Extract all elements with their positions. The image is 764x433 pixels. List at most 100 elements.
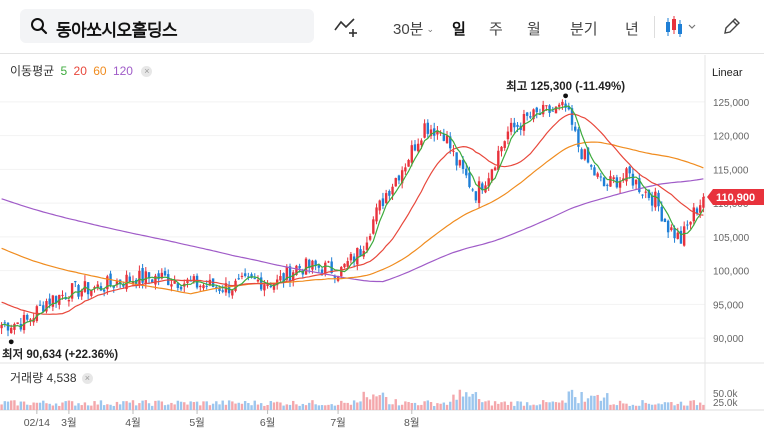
candle-body — [673, 227, 676, 239]
volume-bar — [692, 400, 695, 410]
volume-bar — [67, 400, 71, 410]
candle-body — [275, 279, 279, 286]
candle-body — [599, 176, 603, 178]
candle-body — [298, 265, 301, 269]
volume-bar — [93, 401, 96, 410]
volume-bar — [394, 399, 397, 410]
volume-bar — [509, 401, 513, 410]
volume-bar — [122, 401, 125, 410]
volume-bar — [567, 391, 571, 410]
volume-value: 4,538 — [46, 371, 77, 385]
candle-body — [154, 275, 157, 285]
volume-bar — [64, 401, 67, 410]
volume-bar — [452, 394, 455, 410]
candle-body — [304, 258, 308, 275]
current-price-tag — [707, 189, 764, 206]
candle-body — [288, 266, 292, 282]
volume-bar — [586, 398, 590, 410]
candle-body — [551, 110, 554, 112]
candle-body — [554, 106, 558, 114]
candle-body — [548, 105, 551, 113]
candle-body — [151, 279, 154, 283]
scale-type-label[interactable]: Linear — [712, 67, 743, 79]
candle-body — [186, 279, 189, 283]
candle-body — [676, 232, 679, 239]
candle-body — [493, 167, 497, 171]
volume-bar — [465, 392, 468, 410]
volume-tick-label: 50.0k — [713, 389, 738, 400]
volume-bar — [77, 403, 80, 410]
volume-bar — [118, 404, 122, 410]
interval-selector[interactable]: 30분 ⌄ — [393, 18, 434, 39]
ma120-label: 120 — [112, 64, 133, 78]
volume-bar — [647, 403, 651, 410]
price-tick-label: 95,000 — [713, 300, 744, 311]
volume-bar — [154, 400, 157, 410]
candle-body — [580, 149, 583, 160]
search-query[interactable]: 동아쏘시오홀딩스 — [56, 21, 178, 40]
volume-bar — [102, 405, 106, 410]
volume-bar — [391, 404, 394, 410]
volume-bar — [282, 405, 285, 410]
candle-body — [64, 297, 67, 300]
candle-body — [561, 101, 564, 106]
volume-bar — [272, 402, 276, 410]
volume-bar — [487, 400, 490, 410]
tab-quarter[interactable]: 분기 — [570, 21, 598, 38]
volume-bar — [163, 405, 167, 410]
price-tick-label: 125,000 — [713, 98, 750, 109]
candle-body — [343, 263, 346, 268]
candle-body — [426, 122, 430, 134]
candle-body — [250, 274, 253, 278]
candle-body — [192, 276, 196, 282]
candlestick-type-icon[interactable] — [664, 15, 698, 39]
candle-body — [570, 108, 574, 125]
tab-week[interactable]: 주 — [489, 21, 503, 38]
volume-bar — [259, 403, 263, 410]
candle-body — [368, 236, 372, 240]
volume-bar — [80, 405, 83, 410]
candle-body — [292, 272, 295, 281]
volume-bar — [484, 401, 487, 410]
volume-bar — [574, 397, 577, 410]
volume-bar — [698, 402, 702, 410]
candle-body — [131, 281, 135, 284]
candle-body — [29, 319, 32, 321]
candle-body — [628, 166, 631, 174]
close-icon[interactable]: × — [141, 66, 153, 77]
candle-body — [503, 141, 506, 148]
candle-body — [314, 260, 317, 266]
tab-year[interactable]: 년 — [625, 21, 639, 38]
candle-body — [22, 315, 26, 331]
candle-body — [90, 289, 93, 296]
candle-body — [436, 130, 439, 135]
draw-trendline-icon[interactable] — [333, 16, 359, 38]
candle-body — [413, 144, 417, 151]
volume-bar — [644, 402, 647, 410]
volume-bar — [333, 405, 337, 410]
candle-body — [176, 283, 180, 288]
volume-bar — [131, 400, 135, 410]
volume-bar — [343, 402, 346, 410]
volume-bar — [455, 399, 458, 410]
search-box[interactable]: 동아쏘시오홀딩스 — [20, 9, 314, 43]
volume-bar — [577, 403, 580, 410]
candle-body — [215, 286, 218, 288]
candle-body — [157, 273, 160, 280]
volume-bar — [477, 399, 481, 410]
tab-day[interactable]: 일 — [452, 21, 466, 38]
volume-bar — [48, 403, 51, 410]
tab-month[interactable]: 월 — [527, 21, 541, 38]
candle-body — [221, 290, 224, 292]
close-icon[interactable]: × — [81, 373, 93, 384]
volume-bar — [346, 402, 349, 410]
edit-pencil-icon[interactable] — [722, 16, 742, 36]
candle-body — [625, 168, 628, 182]
volume-bar — [670, 402, 673, 410]
candle-body — [638, 178, 641, 193]
volume-bar — [199, 405, 202, 410]
x-tick-label: 8월 — [404, 417, 420, 429]
candle-body — [160, 272, 164, 279]
volume-bar — [320, 405, 324, 410]
